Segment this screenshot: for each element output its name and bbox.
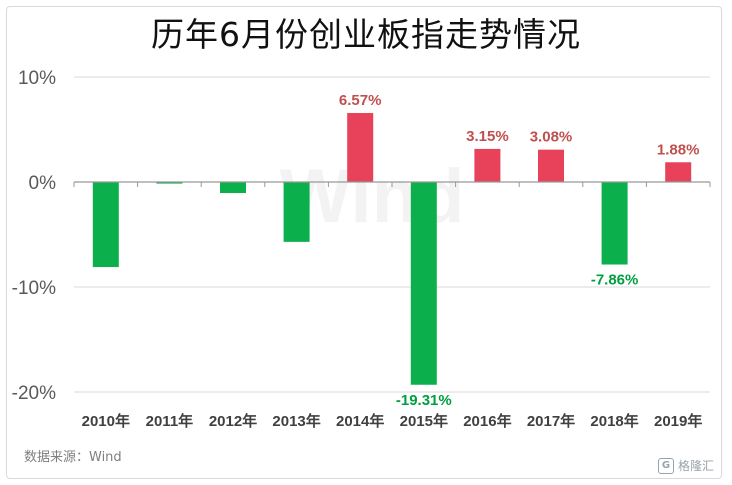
data-label: 1.88% bbox=[657, 141, 700, 158]
data-label: 6.57% bbox=[339, 92, 382, 109]
data-source: 数据来源：Wind bbox=[24, 450, 122, 465]
data-label: 3.08% bbox=[530, 129, 573, 146]
gelonghui-logo-icon: G bbox=[658, 457, 674, 474]
x-tick-label: 2012年 bbox=[209, 412, 257, 430]
brand-watermark: G 格隆汇 bbox=[658, 457, 714, 474]
bar-2019年 bbox=[665, 162, 692, 182]
chart-title: 历年6月份创业板指走势情况 bbox=[151, 15, 581, 54]
bar-2018年 bbox=[601, 182, 628, 265]
y-tick-label: -10% bbox=[12, 278, 56, 299]
y-tick-label: 10% bbox=[18, 68, 56, 89]
bar-2012年 bbox=[220, 182, 246, 194]
data-label: -19.31% bbox=[396, 392, 452, 409]
bar-2014年 bbox=[347, 113, 374, 182]
x-tick-label: 2018年 bbox=[590, 412, 638, 430]
bar-2013年 bbox=[283, 182, 310, 242]
y-tick-label: 0% bbox=[29, 173, 57, 194]
bar-2016年 bbox=[474, 148, 501, 182]
x-tick-label: 2013年 bbox=[272, 412, 320, 430]
y-tick-label: -20% bbox=[12, 383, 56, 404]
data-label: -7.86% bbox=[591, 272, 639, 289]
x-tick-label: 2014年 bbox=[336, 412, 384, 430]
bar-2017年 bbox=[538, 149, 564, 182]
bar-2010年 bbox=[92, 182, 119, 268]
x-tick-label: 2015年 bbox=[400, 412, 448, 430]
x-tick-label: 2016年 bbox=[463, 412, 511, 430]
x-tick-label: 2019年 bbox=[654, 412, 702, 430]
bar-2015年 bbox=[410, 182, 437, 385]
bar-2011年 bbox=[156, 182, 183, 184]
x-tick-label: 2017年 bbox=[527, 412, 575, 430]
data-label: 3.15% bbox=[466, 128, 509, 145]
x-tick-label: 2011年 bbox=[146, 412, 194, 430]
brand-name: 格隆汇 bbox=[678, 459, 715, 473]
x-tick-label: 2010年 bbox=[82, 412, 130, 430]
